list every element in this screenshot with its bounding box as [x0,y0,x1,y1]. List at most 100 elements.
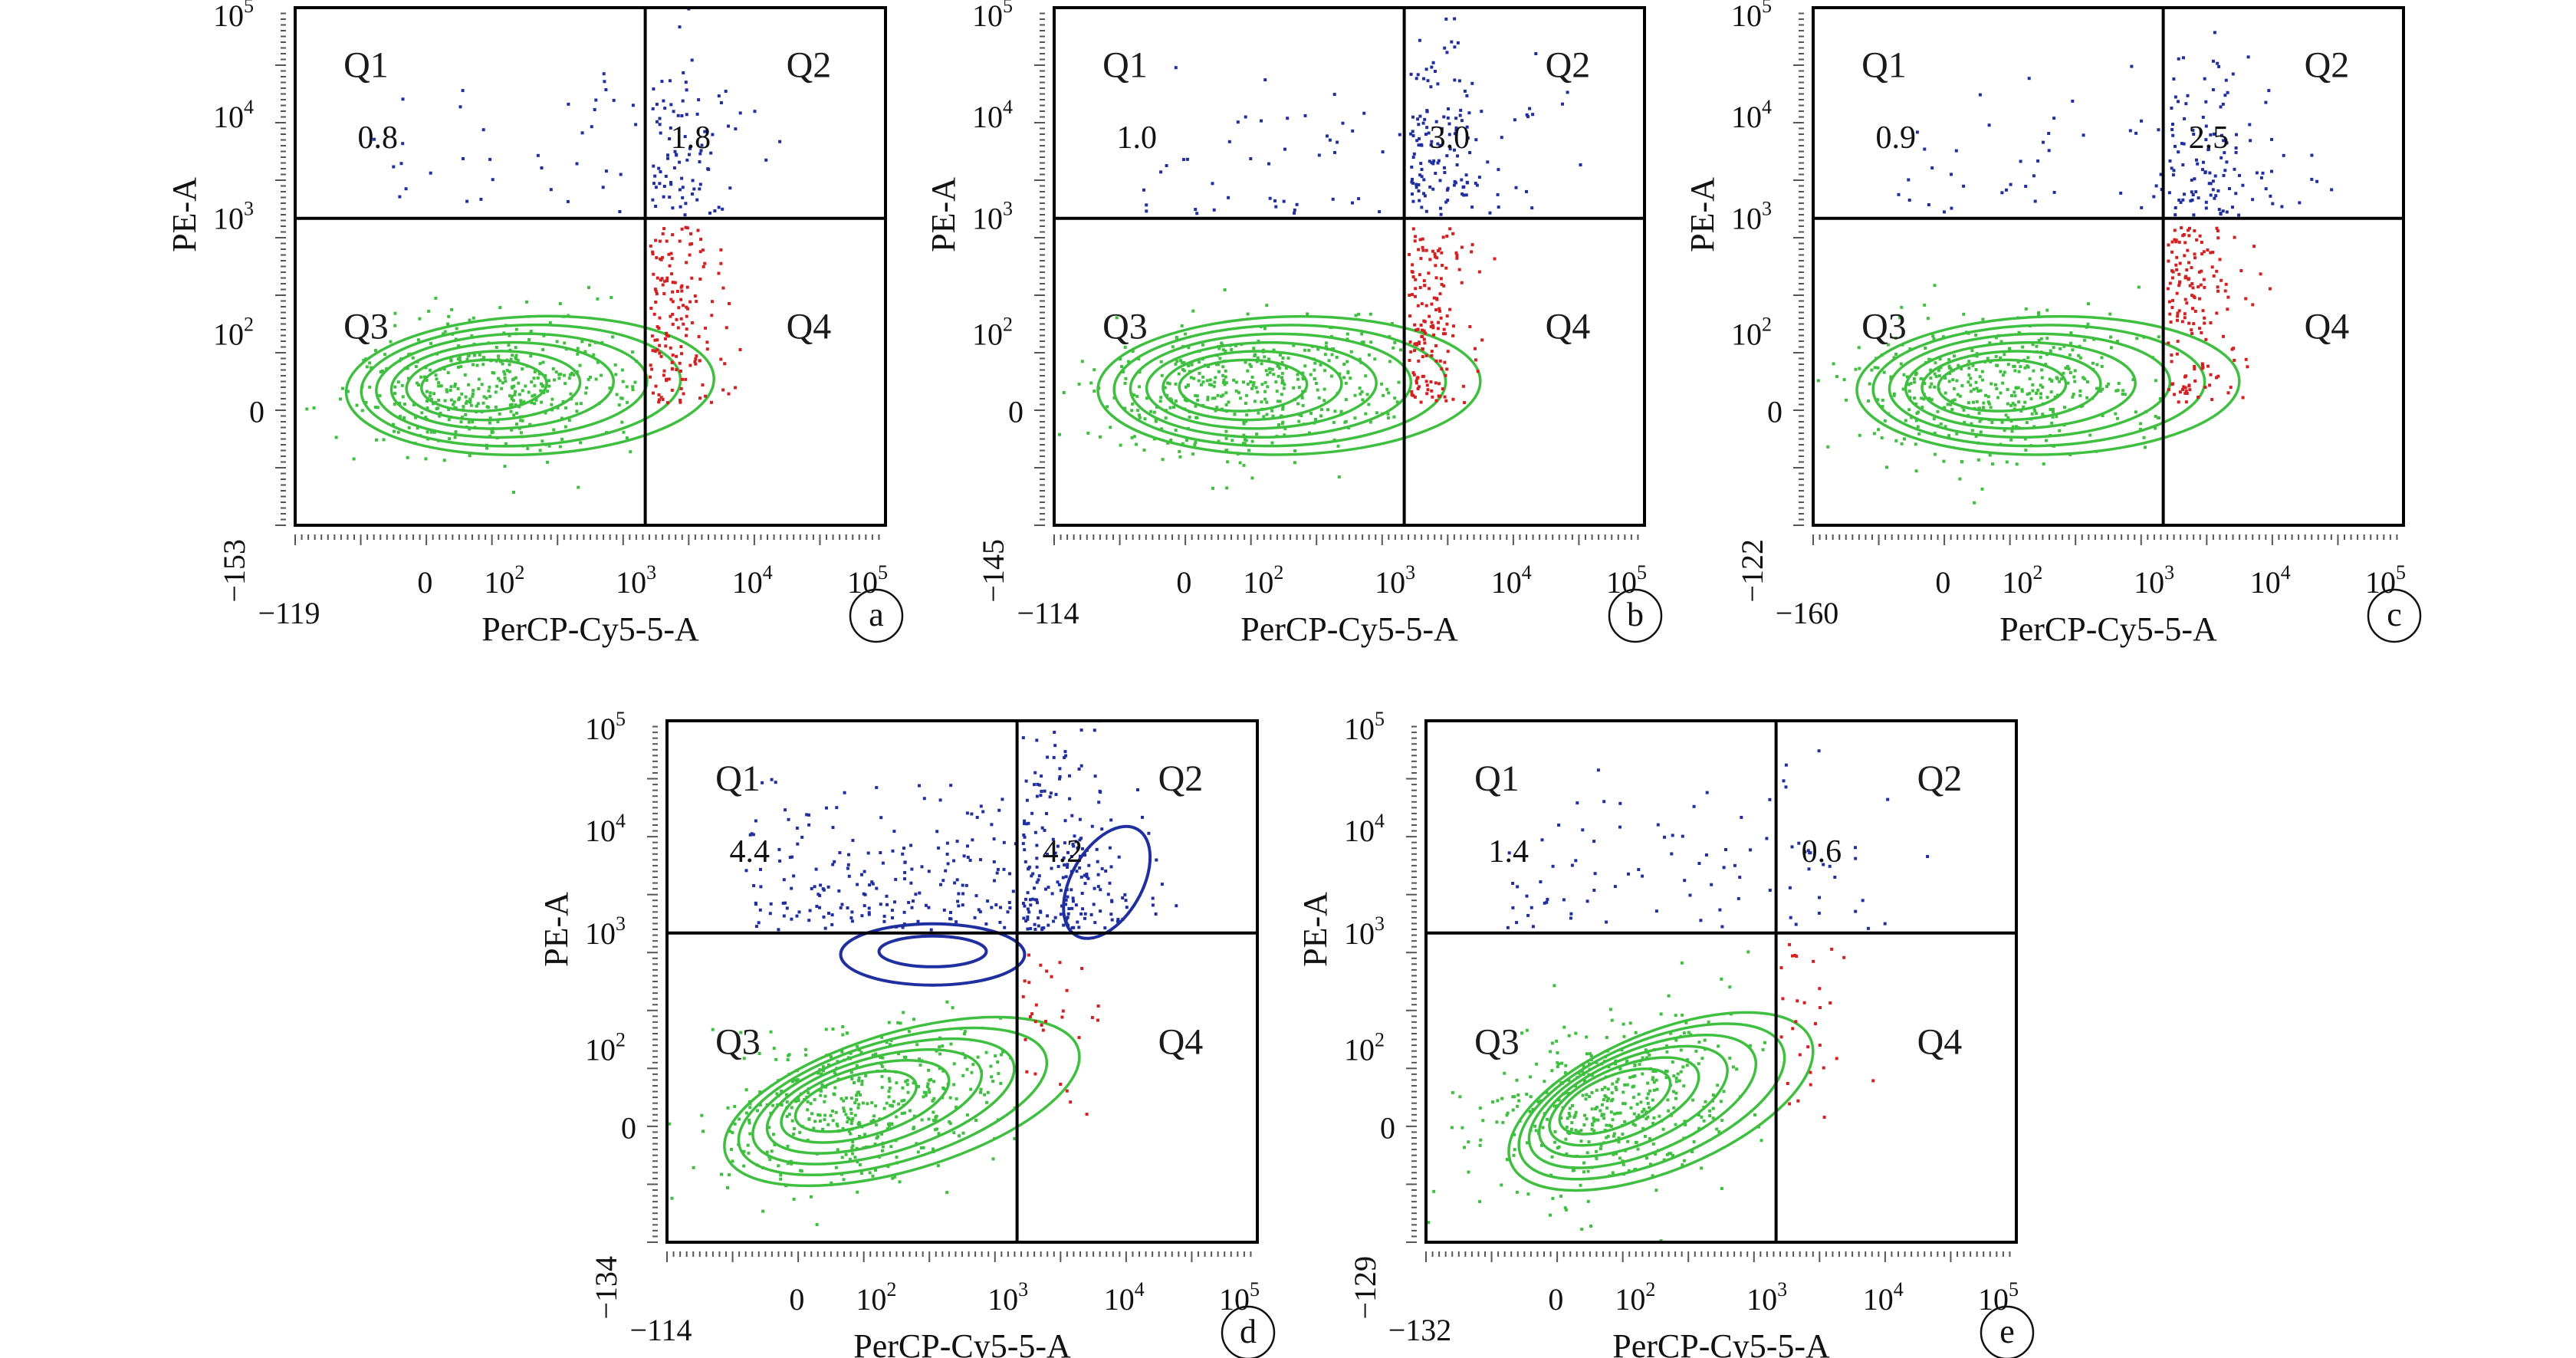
event-dot [1438,247,1441,251]
event-dot [1842,955,1846,959]
event-dot [2185,392,2189,395]
event-dot [2017,400,2021,404]
event-dot [617,403,621,407]
event-dot [1068,797,1072,801]
event-dot [652,87,656,90]
event-dot [671,300,675,304]
event-dot [558,445,562,449]
event-dot [653,338,657,342]
event-dot [1681,834,1684,838]
event-dot [938,1067,941,1070]
event-dot [1667,994,1671,998]
event-dot [1185,439,1188,442]
event-dot [963,1030,967,1034]
event-dot [759,885,763,889]
event-dot [2071,395,2075,399]
event-dot [1357,197,1361,201]
event-dot [1411,192,1414,196]
event-dot [673,150,677,153]
event-dot [2237,213,2241,217]
event-dot [1974,435,1978,439]
event-dot [2201,115,2205,119]
event-dot [1057,883,1061,886]
event-dot [519,399,523,403]
event-dot [895,1115,899,1119]
event-dot [2248,123,2252,127]
event-dot [2058,380,2062,383]
event-dot [2223,94,2227,97]
event-dot [2020,390,2024,393]
event-dot [1700,1057,1704,1060]
event-dot [521,419,524,423]
event-dot [432,392,436,396]
event-dot [1652,1116,1656,1120]
event-dot [1224,350,1227,353]
event-dot [792,1133,796,1136]
event-dot [1053,916,1057,919]
event-dot [2177,57,2180,61]
event-dot [1609,1124,1613,1128]
x-tick-label: 105 [847,561,888,600]
event-dot [1651,1174,1654,1178]
event-dot [1419,400,1423,404]
event-dot [859,1163,862,1167]
event-dot [901,852,905,856]
event-dot [1416,327,1420,331]
event-dot [435,407,439,411]
event-dot [576,352,580,356]
event-dot [651,198,655,202]
event-dot [658,316,662,320]
event-dot [468,318,472,322]
event-dot [1302,377,1306,381]
event-dot [2130,64,2134,68]
event-dot [501,362,504,366]
event-dot [425,378,429,382]
event-dot [1581,1070,1584,1074]
event-dot [671,322,675,326]
event-dot [2261,171,2265,175]
event-dot [866,1102,869,1106]
event-dot [929,1078,933,1081]
event-dot [690,321,694,324]
event-dot [2183,117,2187,120]
event-dot [1029,366,1032,369]
event-dot [498,306,502,310]
event-dot [859,1172,863,1176]
event-dot [1587,1140,1591,1144]
event-dot [887,1077,891,1080]
x-tick-label: 103 [1375,561,1415,600]
event-dot [2196,196,2200,200]
event-dot [964,1056,967,1060]
event-dot [1967,401,1970,405]
event-dot [1546,897,1549,901]
event-dot [759,867,762,871]
event-dot [2216,229,2220,233]
event-dot [2182,385,2186,389]
event-dot [675,153,678,156]
event-dot [1454,251,1458,255]
event-dot [544,411,547,415]
event-dot [1441,264,1444,268]
event-dot [593,108,596,111]
event-dot [1682,1031,1686,1035]
event-dot [695,300,698,304]
event-dot [1857,346,1861,350]
event-dot [1422,337,1426,341]
event-dot [2035,392,2039,396]
event-dot [2194,190,2198,194]
event-dot [1960,367,1963,370]
event-dot [1434,264,1438,268]
event-dot [1486,160,1490,164]
event-dot [1858,433,1861,437]
event-dot [1190,363,1194,367]
event-dot [841,1033,845,1037]
event-dot [1359,392,1362,396]
event-dot [564,406,568,409]
event-dot [1255,432,1259,436]
event-dot [527,338,531,341]
event-dot [730,1148,733,1151]
event-dot [1439,316,1443,320]
event-dot [1033,1072,1037,1076]
event-dot [1092,368,1096,372]
